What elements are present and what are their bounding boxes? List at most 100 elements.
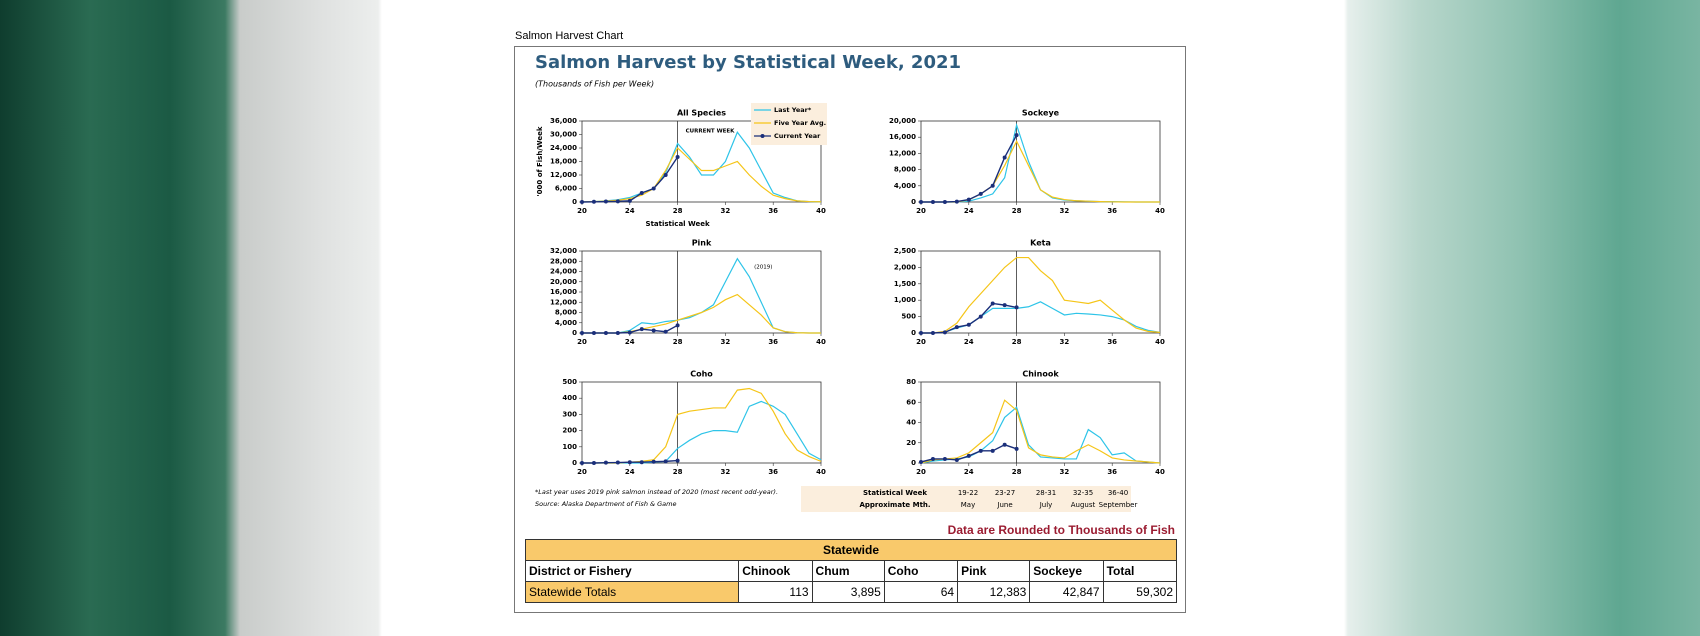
x-tick-label: 24 — [625, 338, 635, 346]
y-tick-label: 4,000 — [894, 182, 916, 190]
table-cell: 59,302 — [1102, 581, 1178, 603]
y-tick-label: 12,000 — [550, 171, 577, 179]
table-cell: 12,383 — [957, 581, 1031, 603]
y-tick-label: 12,000 — [550, 298, 577, 306]
x-tick-label: 24 — [625, 207, 635, 215]
data-point — [990, 301, 995, 306]
x-tick-label: 32 — [1060, 338, 1070, 346]
x-tick-label: 28 — [1012, 468, 1022, 476]
x-tick-label: 32 — [721, 468, 731, 476]
data-point — [603, 331, 608, 335]
data-point — [639, 460, 644, 465]
plot-area — [581, 381, 822, 464]
data-point — [663, 459, 668, 464]
data-point — [1002, 155, 1007, 160]
chart-title: Coho — [690, 370, 713, 379]
column-header: Coho — [883, 560, 959, 582]
rounding-note: Data are Rounded to Thousands of Fish — [947, 523, 1175, 537]
x-tick-label: 20 — [916, 338, 926, 346]
x-tick-label: 28 — [673, 207, 683, 215]
data-point — [591, 331, 596, 335]
data-point — [675, 155, 680, 159]
chart-title: All Species — [677, 109, 726, 118]
y-axis-label: '000 of Fish/Week — [536, 126, 544, 196]
x-tick-label: 40 — [1155, 207, 1165, 215]
data-point — [651, 459, 656, 464]
data-point — [651, 328, 656, 333]
chart-title: Pink — [692, 239, 712, 248]
y-tick-label: 200 — [562, 427, 577, 435]
data-row: Statewide Totals 113 3,895 64 12,383 42,847 59… — [524, 581, 1178, 603]
y-tick-label: 2,500 — [894, 247, 916, 255]
week-table-cell: August — [1071, 501, 1096, 509]
y-tick-label: 2,000 — [894, 263, 916, 271]
y-tick-label: 400 — [562, 394, 577, 402]
y-tick-label: 0 — [911, 329, 916, 337]
data-point — [591, 199, 596, 204]
data-point — [990, 183, 995, 188]
x-tick-label: 20 — [577, 207, 587, 215]
data-point — [966, 453, 971, 458]
data-point — [627, 330, 632, 335]
y-tick-label: 1,000 — [894, 296, 916, 304]
data-point — [1002, 303, 1007, 308]
x-tick-label: 32 — [721, 338, 731, 346]
x-tick-label: 40 — [1155, 468, 1165, 476]
x-tick-label: 28 — [673, 468, 683, 476]
y-tick-label: 18,000 — [550, 158, 577, 166]
x-tick-label: 32 — [721, 207, 731, 215]
y-tick-label: 20 — [906, 439, 916, 447]
x-tick-label: 28 — [1012, 207, 1022, 215]
x-tick-label: 20 — [577, 338, 587, 346]
series-line — [920, 399, 1161, 464]
data-point — [919, 200, 923, 204]
column-header: Pink — [957, 560, 1031, 582]
week-table-cell: May — [961, 501, 975, 509]
table-cell: 3,895 — [811, 581, 885, 603]
x-tick-label: 36 — [1107, 338, 1117, 346]
data-point — [651, 186, 656, 191]
data-point — [978, 448, 983, 453]
x-tick-label: 36 — [1107, 207, 1117, 215]
x-tick-label: 28 — [673, 338, 683, 346]
y-tick-label: 28,000 — [550, 257, 577, 265]
data-point — [615, 199, 620, 204]
week-table-cell: July — [1039, 501, 1053, 509]
y-tick-label: 300 — [562, 410, 577, 418]
data-point — [954, 457, 959, 462]
y-tick-label: 100 — [562, 443, 577, 451]
data-point — [615, 331, 620, 335]
y-tick-label: 40 — [906, 419, 916, 427]
data-point — [1014, 446, 1019, 451]
x-tick-label: 24 — [964, 338, 974, 346]
y-tick-label: 1,500 — [894, 280, 916, 288]
data-point — [930, 331, 935, 335]
week-table-cell: 28-31 — [1036, 489, 1056, 497]
data-point — [1014, 133, 1019, 138]
row-label: Statewide Totals — [524, 581, 740, 603]
x-tick-label: 40 — [816, 468, 826, 476]
data-point — [627, 198, 632, 203]
x-tick-label: 20 — [916, 207, 926, 215]
x-tick-label: 32 — [1060, 207, 1070, 215]
x-tick-label: 40 — [816, 338, 826, 346]
y-tick-label: 24,000 — [550, 144, 577, 152]
data-point — [615, 460, 620, 465]
y-tick-label: 0 — [572, 329, 577, 337]
y-tick-label: 80 — [906, 378, 916, 386]
x-tick-label: 40 — [816, 207, 826, 215]
x-axis-label: Statistical Week — [646, 220, 710, 228]
column-header: District or Fishery — [524, 560, 740, 582]
legend-label: Current Year — [774, 132, 821, 140]
y-tick-label: 32,000 — [550, 247, 577, 255]
plot-area — [581, 250, 822, 334]
data-point — [942, 200, 947, 204]
figure: Salmon Harvest by Statistical Week, 2021… — [535, 52, 1165, 512]
y-tick-label: 500 — [562, 378, 577, 386]
table-cell: 64 — [883, 581, 959, 603]
x-tick-label: 24 — [625, 468, 635, 476]
figure-title: Salmon Harvest by Statistical Week, 2021 — [535, 52, 961, 73]
data-point — [675, 323, 680, 328]
y-tick-label: 0 — [572, 198, 577, 206]
